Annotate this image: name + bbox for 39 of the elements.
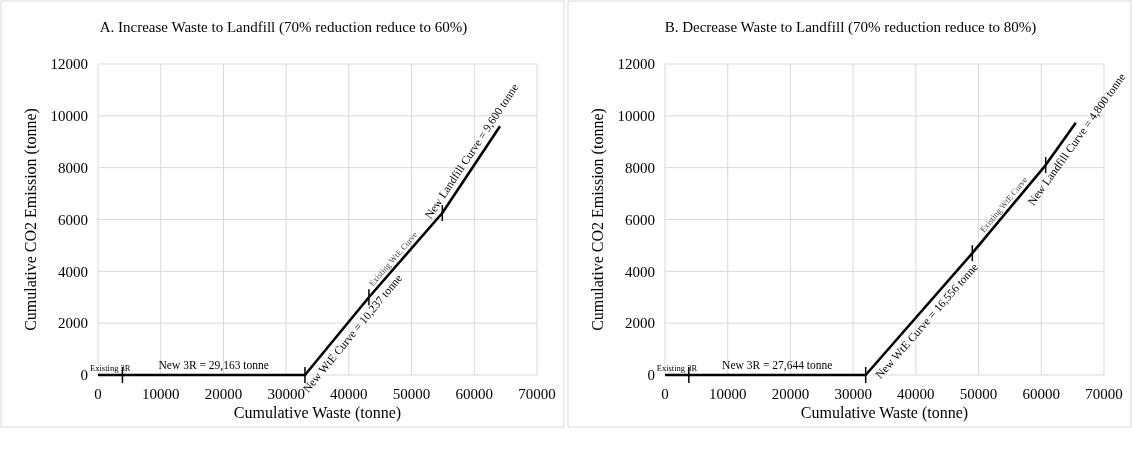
x-tick-label: 70000	[1085, 386, 1123, 402]
annotation: New 3R = 27,644 tonne	[722, 359, 833, 373]
y-tick-label: 6000	[625, 211, 655, 228]
y-tick-label: 6000	[58, 211, 88, 228]
x-tick-label: 60000	[455, 386, 494, 402]
y-tick-label: 4000	[625, 263, 655, 280]
chart-title: A. Increase Waste to Landfill (70% reduction reduce to 60%)	[99, 19, 468, 36]
y-tick-label: 10000	[617, 108, 655, 125]
x-tick-label: 40000	[330, 386, 368, 402]
x-tick-label: 0	[94, 386, 102, 402]
x-axis-title: Cumulative Waste (tonne)	[233, 404, 402, 422]
y-axis-title: Cumulative CO2 Emission (tonne)	[22, 108, 40, 331]
annotation: Existing 3R	[656, 362, 698, 373]
y-tick-label: 8000	[625, 159, 655, 176]
x-tick-label: 70000	[518, 386, 556, 402]
x-tick-label: 20000	[771, 386, 810, 402]
y-tick-label: 12000	[617, 56, 655, 73]
y-tick-label: 8000	[58, 159, 88, 176]
annotation: New 3R = 29,163 tonne	[158, 359, 269, 373]
y-tick-label: 2000	[58, 315, 88, 332]
x-tick-label: 10000	[708, 386, 747, 402]
x-axis-title: Cumulative Waste (tonne)	[800, 404, 969, 422]
y-tick-label: 12000	[50, 56, 88, 73]
x-tick-label: 60000	[1022, 386, 1061, 402]
chart-title: B. Decrease Waste to Landfill (70% reduction reduce to 80%)	[664, 19, 1037, 36]
x-tick-label: 20000	[204, 386, 243, 402]
x-tick-label: 0	[661, 386, 669, 402]
y-tick-label: 2000	[625, 315, 655, 332]
x-tick-label: 50000	[959, 386, 998, 402]
y-tick-label: 10000	[50, 108, 88, 125]
y-tick-label: 4000	[58, 263, 88, 280]
annotation: Existing 3R	[90, 362, 131, 373]
x-tick-label: 40000	[897, 386, 935, 402]
y-tick-label: 0	[647, 367, 655, 384]
x-tick-label: 10000	[141, 386, 180, 402]
x-tick-label: 30000	[834, 386, 872, 402]
x-tick-label: 50000	[392, 386, 431, 402]
y-tick-label: 0	[80, 367, 88, 384]
y-axis-title: Cumulative CO2 Emission (tonne)	[589, 108, 607, 331]
